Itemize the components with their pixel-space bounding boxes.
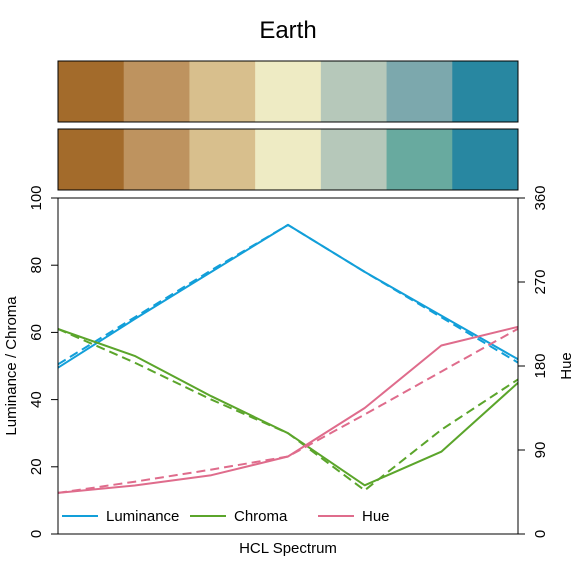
- palette-swatch: [320, 129, 388, 190]
- right-y-tick-label: 90: [532, 442, 549, 459]
- palette-swatch: [189, 129, 256, 190]
- palette-swatch: [452, 61, 519, 122]
- series-line-chroma: [57, 328, 519, 487]
- left-y-tick-label: 60: [28, 324, 45, 341]
- right-y-axis: 0 90 180 270 360: [518, 185, 549, 538]
- palette-swatch: [58, 129, 125, 190]
- palette-swatch: [255, 61, 322, 122]
- series-line-hue: [57, 325, 519, 494]
- right-y-tick-label: 0: [532, 530, 549, 538]
- palette-swatch: [189, 61, 256, 122]
- plot-frame: [57, 197, 519, 535]
- x-axis-label: HCL Spectrum: [239, 540, 337, 557]
- legend-label: Luminance: [106, 508, 179, 525]
- palette-swatch: [123, 129, 190, 190]
- series-trajectory-chroma: [57, 328, 519, 492]
- legend-label: Hue: [362, 508, 390, 525]
- left-y-tick-label: 20: [28, 458, 45, 475]
- right-y-tick-label: 180: [532, 353, 549, 378]
- palette-swatch: [320, 61, 388, 122]
- left-y-axis: 0 20 40 60 80 100: [28, 185, 58, 538]
- chart-title: Earth: [259, 17, 316, 44]
- palette-swatch: [386, 129, 453, 190]
- left-y-tick-label: 80: [28, 257, 45, 274]
- swatch-row-1-border: [57, 60, 519, 123]
- right-y-axis-label: Hue: [558, 352, 575, 380]
- swatch-row-2-border: [57, 128, 519, 191]
- palette-swatch: [452, 129, 519, 190]
- left-y-tick-label: 40: [28, 391, 45, 408]
- right-y-tick-label: 360: [532, 185, 549, 210]
- left-y-axis-label: Luminance / Chroma: [3, 296, 20, 436]
- palette-swatch: [386, 61, 453, 122]
- palette-swatch: [58, 61, 125, 122]
- legend: Luminance Chroma Hue: [62, 508, 390, 525]
- series-line-luminance: [57, 223, 519, 369]
- palette-swatches: [58, 61, 519, 190]
- series-trajectory-luminance: [57, 223, 519, 366]
- right-y-tick-label: 270: [532, 269, 549, 294]
- left-y-tick-label: 100: [28, 185, 45, 210]
- plot-lines: [57, 223, 519, 494]
- left-y-tick-label: 0: [28, 530, 45, 538]
- legend-label: Chroma: [234, 508, 288, 525]
- series-trajectory-hue: [57, 327, 519, 494]
- palette-swatch: [123, 61, 190, 122]
- palette-swatch: [255, 129, 322, 190]
